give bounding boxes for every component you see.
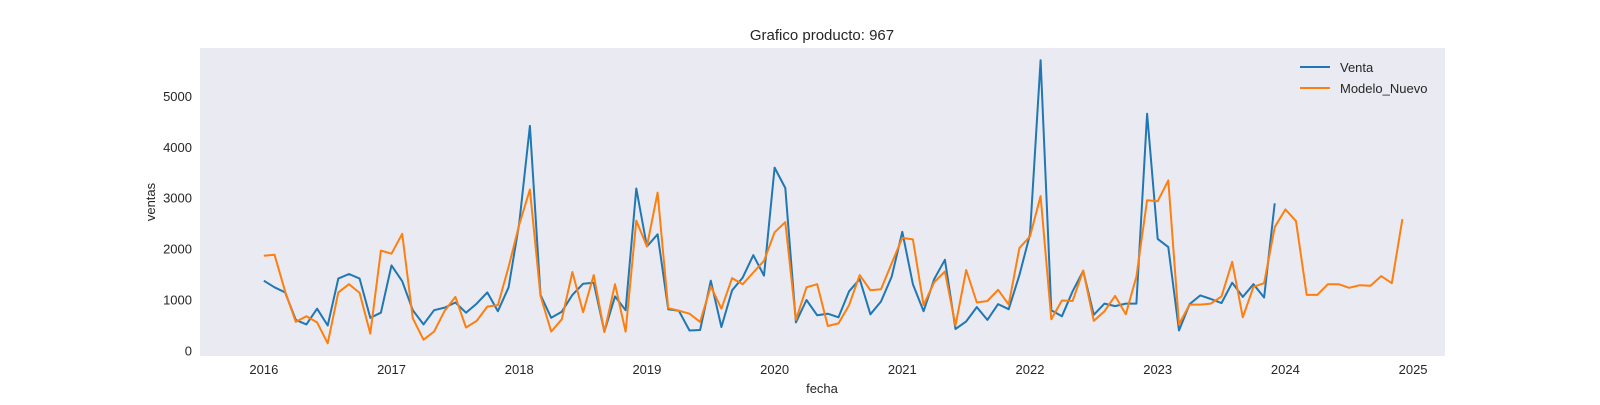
x-axis-label: fecha [806,381,839,396]
plot-area [200,48,1445,356]
x-tick-label: 2018 [505,362,534,377]
x-axis: 2016 2017 2018 2019 2020 2021 2022 2023 2024 2025 [249,362,1427,377]
y-axis-label: ventas [143,182,158,221]
y-tick-label: 1000 [163,293,192,308]
x-tick-label: 2021 [888,362,917,377]
x-tick-label: 2019 [632,362,661,377]
x-tick-label: 2022 [1016,362,1045,377]
series-line-venta [263,59,1276,333]
x-tick-label: 2016 [249,362,278,377]
y-tick-label: 0 [185,343,192,358]
y-axis: 0 1000 2000 3000 4000 5000 [163,89,192,359]
legend-label-modelo-nuevo: Modelo_Nuevo [1340,81,1427,96]
y-tick-label: 2000 [163,242,192,257]
y-tick-label: 4000 [163,140,192,155]
y-tick-label: 3000 [163,191,192,206]
x-tick-label: 2020 [760,362,789,377]
chart-title: Grafico producto: 967 [750,27,894,44]
legend-label-venta: Venta [1340,60,1374,75]
y-tick-label: 5000 [163,89,192,104]
x-tick-label: 2024 [1271,362,1300,377]
x-tick-label: 2023 [1143,362,1172,377]
series-line-modelo-nuevo [263,179,1404,345]
series-lines [263,59,1404,345]
x-tick-label: 2017 [377,362,406,377]
legend: Venta Modelo_Nuevo [1300,60,1427,96]
x-tick-label: 2025 [1399,362,1428,377]
